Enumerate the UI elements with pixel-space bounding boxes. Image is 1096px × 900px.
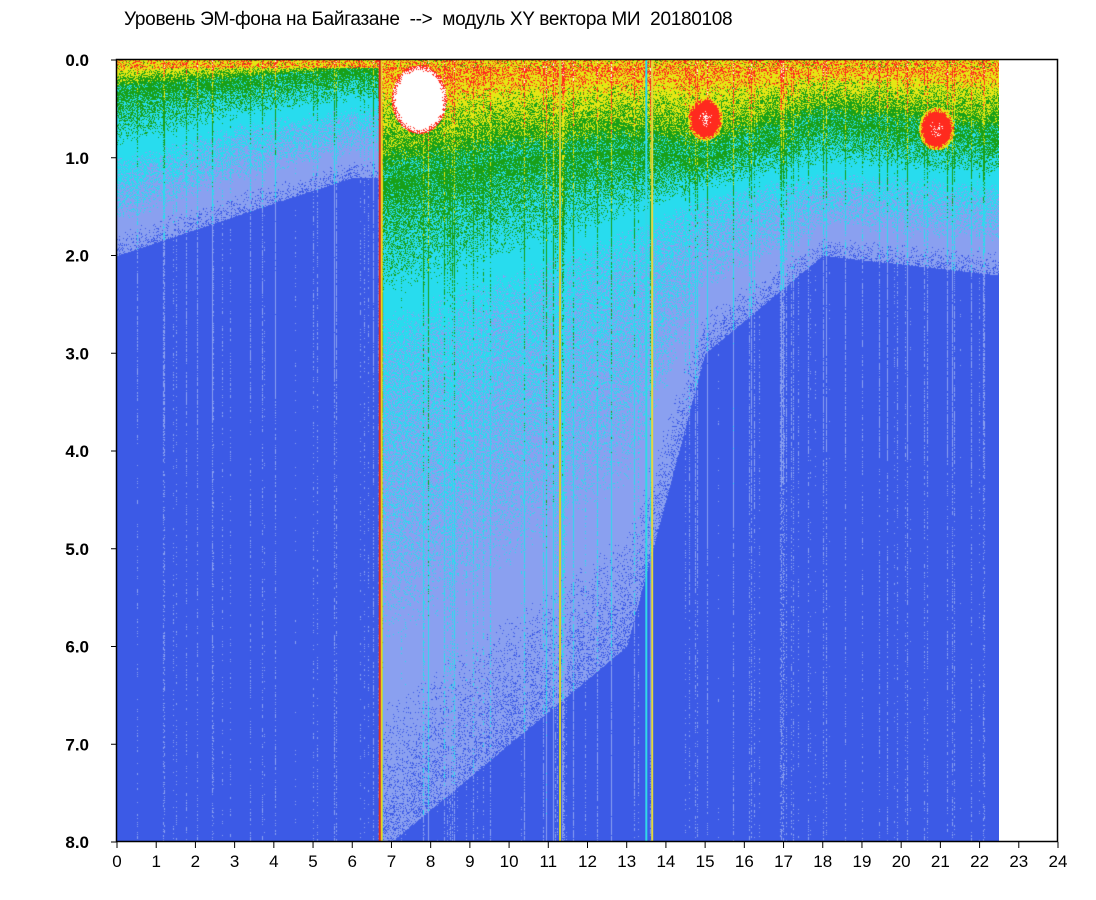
x-tick-label: 8	[426, 852, 435, 871]
x-tick-label: 14	[656, 852, 675, 871]
x-tick-label: 4	[269, 852, 278, 871]
y-tick-label: 2.0	[65, 247, 89, 266]
vertical-lines-layer	[378, 60, 654, 842]
y-axis: 0.0 1.0 2.0 3.0 4.0 5.0 6.0 7.0 8.0	[65, 51, 117, 852]
y-tick-label: 1.0	[65, 149, 89, 168]
y-tick-label: 3.0	[65, 344, 89, 363]
x-tick-label: 10	[500, 852, 519, 871]
x-tick-label: 12	[578, 852, 597, 871]
x-tick-label: 22	[970, 852, 989, 871]
y-tick-label: 5.0	[65, 540, 89, 559]
y-tick-label: 0.0	[65, 51, 89, 70]
x-tick-label: 24	[1049, 852, 1068, 871]
x-tick-label: 13	[617, 852, 636, 871]
x-tick-label: 16	[735, 852, 754, 871]
x-tick-label: 0	[112, 852, 121, 871]
x-tick-label: 23	[1009, 852, 1028, 871]
x-tick-label: 11	[539, 852, 557, 871]
x-tick-label: 9	[465, 852, 474, 871]
x-tick-label: 17	[774, 852, 793, 871]
x-tick-label: 15	[696, 852, 715, 871]
y-tick-label: 4.0	[65, 442, 89, 461]
x-tick-label: 18	[813, 852, 832, 871]
x-tick-label: 19	[852, 852, 871, 871]
x-tick-label: 1	[151, 852, 160, 871]
y-tick-label: 7.0	[65, 735, 89, 754]
chart-title: Уровень ЭМ-фона на Байгазане --> модуль …	[124, 9, 733, 30]
x-axis: 0 1 2 3 4 5 6 7 8 9 10 11 12 13 14 15 16 17 18 19 20 21 22 23 24	[112, 842, 1067, 871]
y-tick-label: 8.0	[65, 833, 89, 852]
x-tick-label: 3	[230, 852, 239, 871]
x-tick-label: 2	[191, 852, 200, 871]
y-tick-label: 6.0	[65, 638, 89, 657]
x-tick-label: 20	[892, 852, 911, 871]
x-tick-label: 21	[931, 852, 950, 871]
x-tick-label: 6	[348, 852, 357, 871]
x-tick-label: 7	[387, 852, 396, 871]
heatmap-raster	[117, 60, 999, 842]
x-tick-label: 5	[308, 852, 317, 871]
